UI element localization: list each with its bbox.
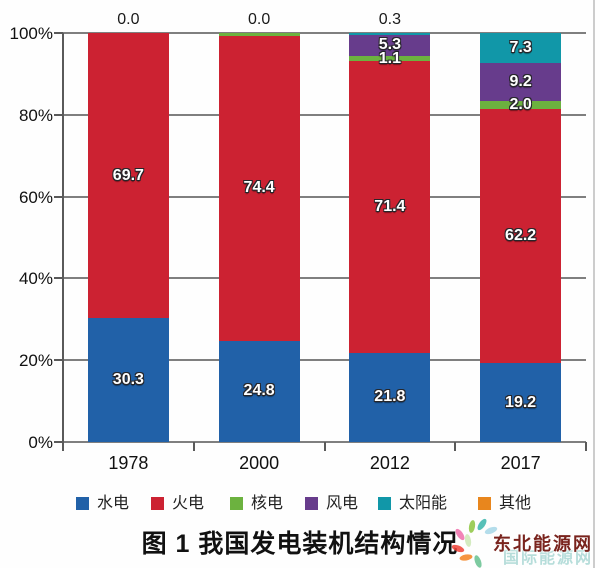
y-axis-label-40: 40% xyxy=(18,269,53,289)
bar-2012-solar xyxy=(349,33,431,35)
gridline-20 xyxy=(63,359,586,362)
x-axis-label-2012: 2012 xyxy=(369,453,410,473)
bar-2012-wind xyxy=(349,34,431,57)
bar-label-2017-solar: 7.3 xyxy=(509,39,532,57)
bar-2000-thermal xyxy=(218,36,300,341)
gridline-80 xyxy=(63,113,586,116)
legend-swatch-solar xyxy=(378,497,391,510)
x-tick-4 xyxy=(585,442,587,451)
x-axis-label-2000: 2000 xyxy=(239,453,280,473)
watermark-flower-icon xyxy=(472,554,484,569)
bar-2017-thermal xyxy=(480,109,562,364)
legend-swatch-hydro xyxy=(76,497,89,510)
bar-2012-hydro xyxy=(349,352,431,442)
above-bar-label-1978: 0.0 xyxy=(117,11,140,28)
legend-label-thermal: 火电 xyxy=(172,495,205,512)
gridline-40 xyxy=(63,277,586,280)
bar-2000-hydro xyxy=(218,340,300,442)
x-tick-1 xyxy=(192,442,195,451)
above-bar-label-2000: 0.0 xyxy=(248,11,271,28)
y-tick-0 xyxy=(54,441,63,443)
bar-label-2017-nuclear: 2.0 xyxy=(509,95,532,113)
bar-label-2017-wind: 9.2 xyxy=(509,73,532,91)
bar-label-2012-wind: 5.3 xyxy=(378,36,401,54)
bar-2017-nuclear xyxy=(480,100,562,110)
legend-label-hydro: 水电 xyxy=(97,495,130,512)
y-tick-60 xyxy=(54,195,63,198)
bar-label-2012-nuclear: 1.1 xyxy=(378,49,401,67)
legend-swatch-wind xyxy=(305,497,318,510)
figure-caption: 图 1 我国发电装机结构情况 xyxy=(141,530,459,558)
above-bar-label-2012: 0.3 xyxy=(378,11,401,28)
watermark-faint-text: 国际能源网 xyxy=(503,550,594,567)
bar-1978-thermal xyxy=(87,33,169,319)
x-axis-label-1978: 1978 xyxy=(108,453,149,473)
legend-swatch-thermal xyxy=(151,497,164,510)
bar-2017-solar xyxy=(480,33,562,64)
y-tick-80 xyxy=(54,113,63,116)
bar-2012-thermal xyxy=(349,60,431,353)
legend-swatch-other xyxy=(478,497,491,510)
legend-label-nuclear: 核电 xyxy=(251,495,284,512)
x-tick-2 xyxy=(323,442,326,451)
bar-label-2012-hydro: 21.8 xyxy=(374,388,406,406)
gridline-60 xyxy=(63,195,586,198)
y-tick-100 xyxy=(54,32,63,34)
y-axis-label-20: 20% xyxy=(18,351,53,371)
y-axis-label-80: 80% xyxy=(18,105,53,125)
image-right-border xyxy=(593,0,595,568)
watermark: 国际能源网 东北能源网 xyxy=(450,517,600,569)
bar-2012-nuclear xyxy=(349,56,431,61)
bar-label-1978-hydro: 30.3 xyxy=(112,371,144,389)
bar-label-2017-hydro: 19.2 xyxy=(505,393,537,411)
gridline-100 xyxy=(63,32,586,34)
legend-swatch-nuclear xyxy=(230,497,243,510)
y-axis-label-0: 0% xyxy=(28,433,53,452)
x-tick-3 xyxy=(454,442,457,451)
bar-2000-nuclear xyxy=(218,33,300,37)
watermark-main-text: 东北能源网 xyxy=(493,534,593,554)
legend-label-solar: 太阳能 xyxy=(399,495,448,512)
y-axis-line xyxy=(62,33,64,451)
y-tick-20 xyxy=(54,359,63,362)
bar-label-2012-thermal: 71.4 xyxy=(374,197,406,215)
bar-label-2000-thermal: 74.4 xyxy=(243,179,275,197)
watermark-flower-icon xyxy=(463,533,473,548)
x-axis-label-2017: 2017 xyxy=(500,453,541,473)
y-axis-label-60: 60% xyxy=(18,187,53,207)
y-axis-label-100: 100% xyxy=(9,24,53,43)
y-tick-40 xyxy=(54,277,63,280)
bar-1978-hydro xyxy=(87,318,169,442)
watermark-flower-icon xyxy=(467,519,477,534)
bar-2017-hydro xyxy=(480,363,562,442)
bar-label-1978-thermal: 69.7 xyxy=(112,166,144,184)
legend-label-wind: 风电 xyxy=(326,495,359,512)
bar-label-2000-hydro: 24.8 xyxy=(243,382,275,400)
legend-label-other: 其他 xyxy=(499,495,532,512)
bar-label-2017-thermal: 62.2 xyxy=(505,227,537,245)
bar-2017-wind xyxy=(480,63,562,101)
watermark-flower-icon xyxy=(459,553,473,562)
